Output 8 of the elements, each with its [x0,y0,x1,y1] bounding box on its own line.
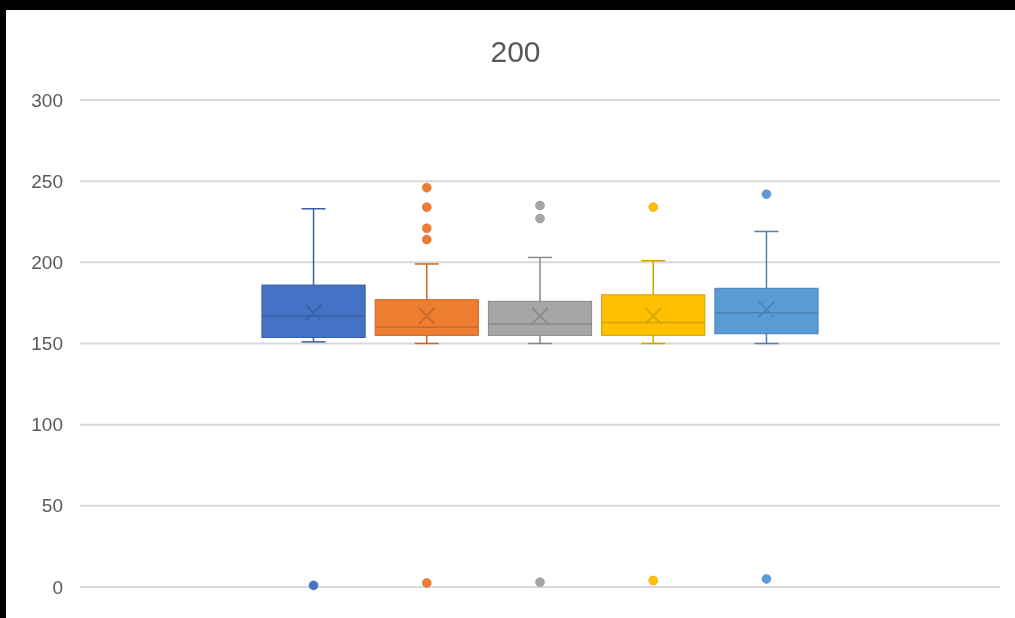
y-tick-label: 300 [31,89,63,111]
y-tick-label: 250 [31,170,63,192]
y-tick-label: 50 [41,495,63,517]
chart-title: 200 [490,35,541,68]
y-tick-label: 150 [31,333,63,355]
y-tick-label: 100 [31,414,63,436]
y-tick-label: 0 [52,576,63,598]
y-tick-label: 200 [31,251,63,273]
